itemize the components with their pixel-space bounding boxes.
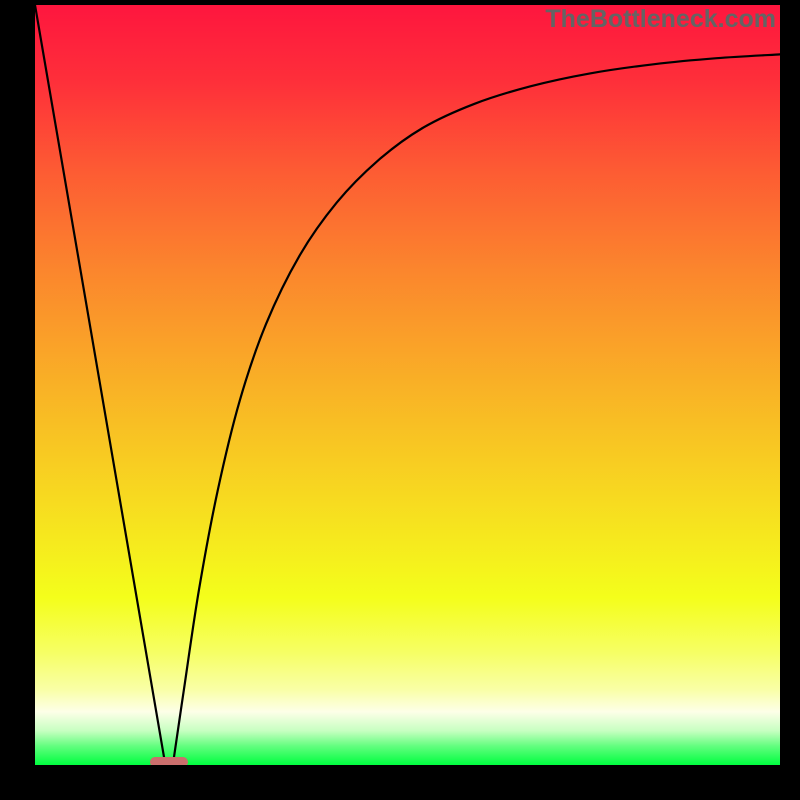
watermark-text: TheBottleneck.com [545, 5, 776, 34]
plot-area [35, 5, 780, 765]
curve-layer [35, 5, 780, 765]
optimal-marker [150, 757, 187, 765]
bottleneck-chart: TheBottleneck.com [0, 0, 800, 800]
